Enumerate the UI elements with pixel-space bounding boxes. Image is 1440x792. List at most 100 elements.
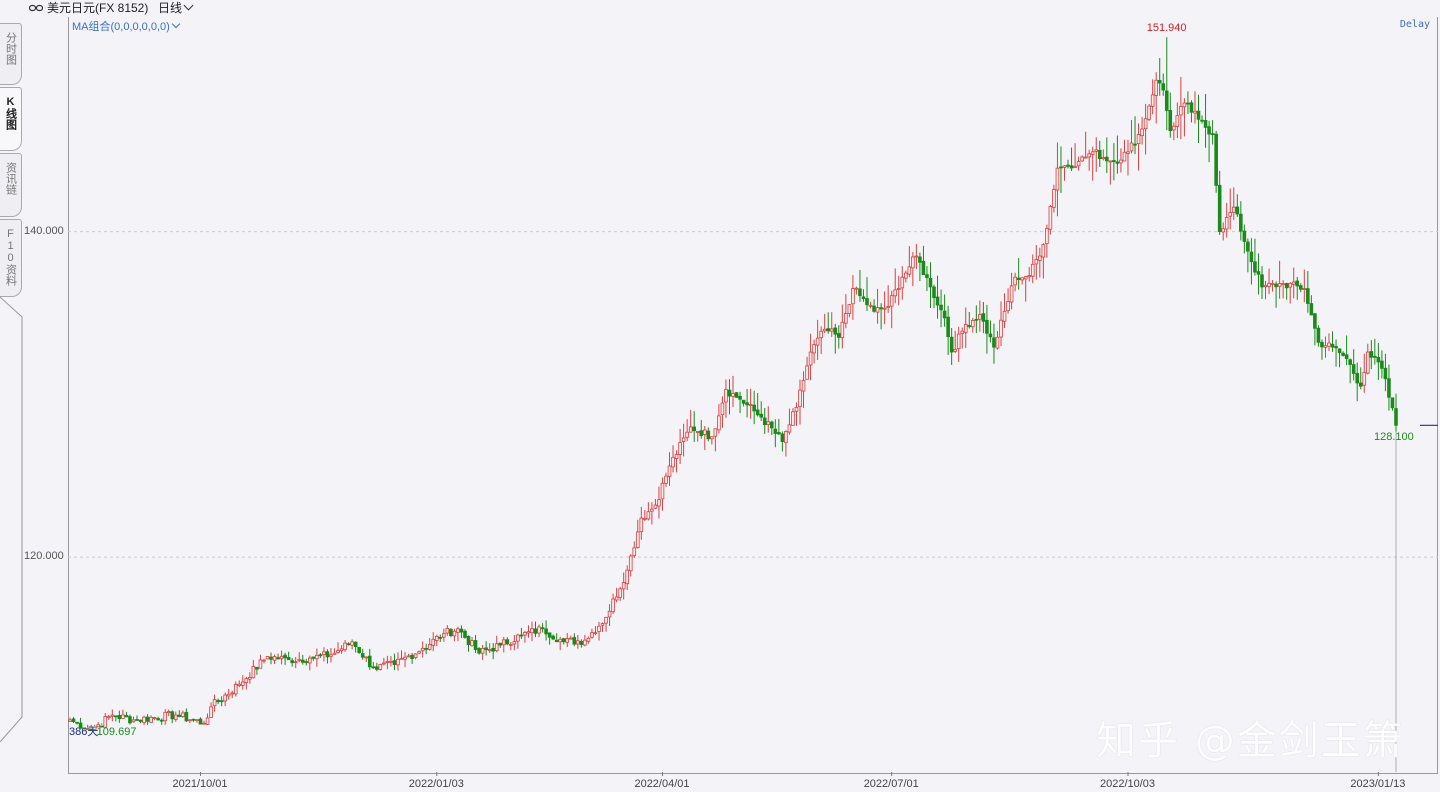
candle-body-up	[829, 328, 834, 332]
candle-body-up	[110, 714, 115, 717]
candle-body-down	[392, 660, 397, 665]
candle-body-down	[1337, 348, 1342, 354]
candle-body-up	[456, 628, 460, 633]
ma-indicator-selector[interactable]: MA组合(0,0,0,0,0,0)	[72, 18, 181, 34]
candle-body-up	[611, 598, 615, 613]
candle-body-up	[332, 652, 337, 655]
candle-body-up	[241, 681, 245, 686]
candle-body-down	[540, 627, 545, 630]
candle-body-down	[117, 715, 122, 719]
ma-indicator-label: MA组合(0,0,0,0,0,0)	[72, 21, 170, 33]
candle-body-up	[233, 684, 238, 695]
candle-body-down	[1249, 251, 1254, 263]
candle-body-down	[1242, 230, 1247, 242]
candle-body-up	[815, 337, 820, 346]
candle-body-up	[92, 726, 97, 730]
candle-body-up	[406, 655, 411, 658]
candle-body-up	[1020, 277, 1024, 281]
candle-body-down	[1133, 143, 1137, 146]
candle-body-down	[547, 632, 552, 638]
candle-body-up	[537, 626, 541, 634]
candle-body-down	[1274, 283, 1278, 288]
candle-body-down	[755, 409, 760, 416]
candle-body-down	[128, 716, 132, 724]
candle-body-down	[1298, 285, 1303, 290]
candle-body-down	[466, 635, 471, 646]
candle-body-up	[399, 657, 404, 660]
tab-kline[interactable]: K线图	[0, 87, 22, 151]
candle-body-up	[678, 442, 682, 455]
candle-body-down	[124, 715, 129, 718]
candle-body-up	[403, 656, 407, 660]
plot-area[interactable]	[68, 17, 1438, 774]
tab-timeshare-label: 分时图	[4, 32, 17, 65]
candle-body-up	[293, 661, 298, 664]
candle-body-down	[780, 433, 785, 442]
candle-body-down	[114, 715, 118, 718]
candle-body-down	[928, 277, 933, 288]
candle-body-down	[1334, 346, 1338, 349]
candle-body-down	[699, 430, 704, 436]
candle-body-up	[106, 716, 111, 719]
candle-body-down	[1115, 161, 1120, 164]
candle-body-down	[71, 718, 76, 723]
candle-body-up	[784, 431, 788, 443]
candle-body-down	[269, 656, 273, 660]
candle-body-down	[1189, 102, 1194, 113]
candle-body-up	[1002, 310, 1007, 322]
side-tabs: 分时图 K线图 资讯链 F10资料	[0, 17, 24, 792]
candle-body-up	[840, 321, 845, 339]
candle-body-up	[212, 699, 217, 707]
candle-body-up	[1055, 167, 1060, 191]
candle-body-up	[851, 288, 855, 305]
candle-body-up	[1179, 106, 1183, 116]
candle-body-down	[1253, 261, 1257, 273]
candle-body-up	[953, 349, 957, 352]
candle-body-up	[819, 330, 823, 339]
tab-timeshare[interactable]: 分时图	[0, 23, 22, 85]
candle-body-up	[978, 314, 982, 320]
candle-body-up	[1277, 283, 1282, 287]
candle-body-up	[639, 517, 644, 533]
tab-news[interactable]: 资讯链	[0, 153, 22, 217]
candle-body-down	[1112, 160, 1116, 163]
candle-body-up	[382, 662, 386, 665]
candle-body-down	[1207, 126, 1211, 135]
candle-body-down	[561, 638, 566, 643]
candle-body-up	[308, 657, 312, 664]
candle-body-up	[724, 389, 728, 403]
candle-body-up	[279, 655, 284, 660]
candle-body-down	[99, 725, 104, 728]
candle-body-up	[558, 638, 562, 643]
candle-body-up	[822, 328, 827, 332]
candle-body-up	[163, 711, 168, 722]
period-selector[interactable]: 日线	[158, 0, 194, 16]
candle-body-up	[205, 717, 210, 725]
candle-body-down	[974, 318, 979, 321]
candle-body-up	[1175, 115, 1180, 127]
candle-body-up	[713, 428, 718, 437]
low-price-label: 109.697	[96, 725, 137, 738]
symbol-title[interactable]: 美元日元(FX 8152)	[47, 1, 149, 15]
candle-body-up	[1090, 151, 1095, 155]
candle-body-down	[1348, 359, 1352, 365]
side-tab-frame	[0, 297, 23, 743]
candle-body-up	[509, 644, 513, 646]
candle-body-down	[1161, 83, 1166, 91]
candle-body-up	[886, 306, 890, 308]
y-tick-label: 140.000	[24, 224, 64, 237]
candle-body-up	[516, 634, 520, 642]
candle-body-up	[896, 288, 901, 290]
candle-body-down	[777, 432, 781, 435]
candle-body-down	[949, 336, 954, 353]
candle-body-down	[82, 727, 86, 730]
candle-body-down	[935, 296, 940, 306]
candle-body-up	[1052, 189, 1056, 208]
tab-f10[interactable]: F10资料	[0, 219, 22, 297]
candle-body-up	[625, 569, 630, 585]
candle-body-up	[875, 307, 880, 313]
candle-body-down	[1214, 133, 1218, 186]
candle-body-down	[1235, 206, 1240, 215]
candle-body-down	[1313, 313, 1317, 329]
tab-f10-label: F10资料	[4, 228, 17, 286]
